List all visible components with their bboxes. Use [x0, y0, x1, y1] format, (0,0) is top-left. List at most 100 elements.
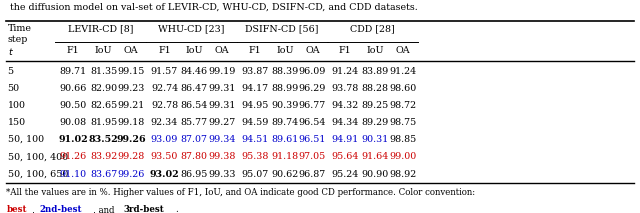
Text: 99.00: 99.00: [389, 153, 417, 161]
Text: 87.80: 87.80: [180, 153, 207, 161]
Text: 91.64: 91.64: [362, 153, 389, 161]
Text: 89.71: 89.71: [60, 66, 86, 76]
Text: 50, 100, 650: 50, 100, 650: [8, 170, 68, 179]
Text: 99.31: 99.31: [209, 83, 236, 92]
Text: 96.77: 96.77: [299, 101, 326, 109]
Text: DSIFN-CD [56]: DSIFN-CD [56]: [245, 24, 319, 33]
Text: 92.34: 92.34: [151, 118, 178, 127]
Text: 94.32: 94.32: [332, 101, 358, 109]
Text: 98.75: 98.75: [389, 118, 417, 127]
Text: LEVIR-CD [8]: LEVIR-CD [8]: [68, 24, 133, 33]
Text: 99.15: 99.15: [118, 66, 145, 76]
Text: 90.66: 90.66: [59, 83, 86, 92]
Text: 85.77: 85.77: [180, 118, 207, 127]
Text: 100: 100: [8, 101, 26, 109]
Text: 98.85: 98.85: [389, 135, 417, 144]
Text: 94.34: 94.34: [332, 118, 358, 127]
Text: 93.78: 93.78: [332, 83, 358, 92]
Text: 50, 100, 400: 50, 100, 400: [8, 153, 68, 161]
Text: .: .: [175, 205, 178, 213]
Text: 82.90: 82.90: [90, 83, 117, 92]
Text: IoU: IoU: [367, 46, 384, 55]
Text: 92.74: 92.74: [151, 83, 178, 92]
Text: 93.02: 93.02: [150, 170, 179, 179]
Text: 99.23: 99.23: [118, 83, 145, 92]
Text: 99.26: 99.26: [116, 135, 146, 144]
Text: 94.91: 94.91: [332, 135, 358, 144]
Text: 99.28: 99.28: [118, 153, 145, 161]
Text: 83.92: 83.92: [90, 153, 117, 161]
Text: WHU-CD [23]: WHU-CD [23]: [159, 24, 225, 33]
Text: Time
step
$t$: Time step $t$: [8, 24, 31, 58]
Text: 95.24: 95.24: [332, 170, 358, 179]
Text: 99.21: 99.21: [118, 101, 145, 109]
Text: CDD [28]: CDD [28]: [350, 24, 395, 33]
Text: 5: 5: [8, 66, 14, 76]
Text: 83.89: 83.89: [362, 66, 389, 76]
Text: 89.61: 89.61: [271, 135, 298, 144]
Text: ,: ,: [33, 205, 38, 213]
Text: 92.78: 92.78: [151, 101, 178, 109]
Text: 90.31: 90.31: [362, 135, 389, 144]
Text: , and: , and: [93, 205, 117, 213]
Text: F1: F1: [158, 46, 171, 55]
Text: 96.54: 96.54: [299, 118, 326, 127]
Text: 88.28: 88.28: [362, 83, 388, 92]
Text: 91.24: 91.24: [332, 66, 358, 76]
Text: 99.26: 99.26: [118, 170, 145, 179]
Text: F1: F1: [248, 46, 261, 55]
Text: 99.31: 99.31: [209, 101, 236, 109]
Text: 89.29: 89.29: [362, 118, 389, 127]
Text: *All the values are in %. Higher values of F1, IoU, and OA indicate good CD perf: *All the values are in %. Higher values …: [6, 188, 476, 197]
Text: 91.10: 91.10: [60, 170, 86, 179]
Text: 3rd-best: 3rd-best: [124, 205, 164, 213]
Text: 95.38: 95.38: [241, 153, 268, 161]
Text: 99.19: 99.19: [209, 66, 236, 76]
Text: 90.08: 90.08: [60, 118, 86, 127]
Text: 91.26: 91.26: [60, 153, 86, 161]
Text: 90.90: 90.90: [362, 170, 389, 179]
Text: 150: 150: [8, 118, 26, 127]
Text: IoU: IoU: [95, 46, 113, 55]
Text: 99.38: 99.38: [209, 153, 236, 161]
Text: 90.50: 90.50: [60, 101, 86, 109]
Text: 93.09: 93.09: [151, 135, 178, 144]
Text: the diffusion model on val-set of LEVIR-CD, WHU-CD, DSIFN-CD, and CDD datasets.: the diffusion model on val-set of LEVIR-…: [10, 3, 417, 12]
Text: 91.57: 91.57: [151, 66, 178, 76]
Text: 99.18: 99.18: [118, 118, 145, 127]
Text: 95.07: 95.07: [241, 170, 268, 179]
Text: 99.34: 99.34: [209, 135, 236, 144]
Text: 86.95: 86.95: [180, 170, 207, 179]
Text: 83.67: 83.67: [90, 170, 117, 179]
Text: 93.87: 93.87: [241, 66, 268, 76]
Text: 50, 100: 50, 100: [8, 135, 44, 144]
Text: 50: 50: [8, 83, 20, 92]
Text: 89.25: 89.25: [362, 101, 389, 109]
Text: 90.39: 90.39: [271, 101, 299, 109]
Text: OA: OA: [396, 46, 410, 55]
Text: 83.52: 83.52: [89, 135, 118, 144]
Text: best: best: [6, 205, 27, 213]
Text: 96.09: 96.09: [299, 66, 326, 76]
Text: 81.35: 81.35: [90, 66, 117, 76]
Text: F1: F1: [339, 46, 351, 55]
Text: 91.02: 91.02: [58, 135, 88, 144]
Text: 90.62: 90.62: [271, 170, 298, 179]
Text: OA: OA: [305, 46, 320, 55]
Text: IoU: IoU: [276, 46, 294, 55]
Text: 91.24: 91.24: [389, 66, 417, 76]
Text: 96.87: 96.87: [299, 170, 326, 179]
Text: 82.65: 82.65: [90, 101, 117, 109]
Text: 91.18: 91.18: [271, 153, 298, 161]
Text: 88.39: 88.39: [271, 66, 298, 76]
Text: 99.27: 99.27: [209, 118, 236, 127]
Text: 96.29: 96.29: [299, 83, 326, 92]
Text: 96.51: 96.51: [299, 135, 326, 144]
Text: 93.50: 93.50: [151, 153, 178, 161]
Text: 89.74: 89.74: [271, 118, 298, 127]
Text: 95.64: 95.64: [332, 153, 359, 161]
Text: 81.95: 81.95: [90, 118, 117, 127]
Text: 88.99: 88.99: [271, 83, 298, 92]
Text: F1: F1: [67, 46, 79, 55]
Text: 87.07: 87.07: [180, 135, 207, 144]
